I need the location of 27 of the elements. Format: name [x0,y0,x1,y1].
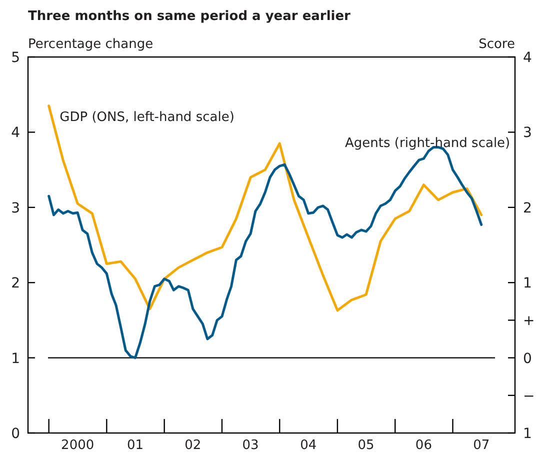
x-tick-label: 02 [184,438,202,453]
y2-tick-label: 3 [523,125,532,142]
x-tick-label: 05 [358,438,374,453]
y2-tick-label: 0 [523,350,532,367]
x-tick-label: 07 [473,438,490,453]
series-label: GDP (ONS, left-hand scale) [60,110,234,125]
series-label: Agents (right-hand scale) [345,136,510,152]
x-tick-label: 04 [300,438,317,453]
y-axis-title: Percentage change [28,37,154,52]
y2-tick-label: + [523,313,535,330]
y2-tick-label: 1 [523,426,532,442]
y2-tick-label: − [523,388,535,404]
y-tick-label: 0 [11,426,20,442]
x-tick-label: 2000 [61,438,94,453]
y-tick-label: 4 [11,125,20,142]
y-tick-label: 5 [11,50,20,66]
y2-tick-label: 2 [523,200,532,216]
y-tick-label: 2 [11,276,20,292]
y2-tick-label: 1 [523,276,532,292]
x-tick-label: 06 [415,438,432,453]
x-tick-label: 03 [242,438,259,453]
y-tick-label: 3 [11,200,20,216]
y2-tick-label: 4 [523,50,532,66]
y2-axis-title: Score [478,37,515,52]
chart-title: Three months on same period a year earlier [28,9,352,24]
x-tick-label: 01 [126,438,144,453]
y-tick-label: 1 [11,350,20,367]
